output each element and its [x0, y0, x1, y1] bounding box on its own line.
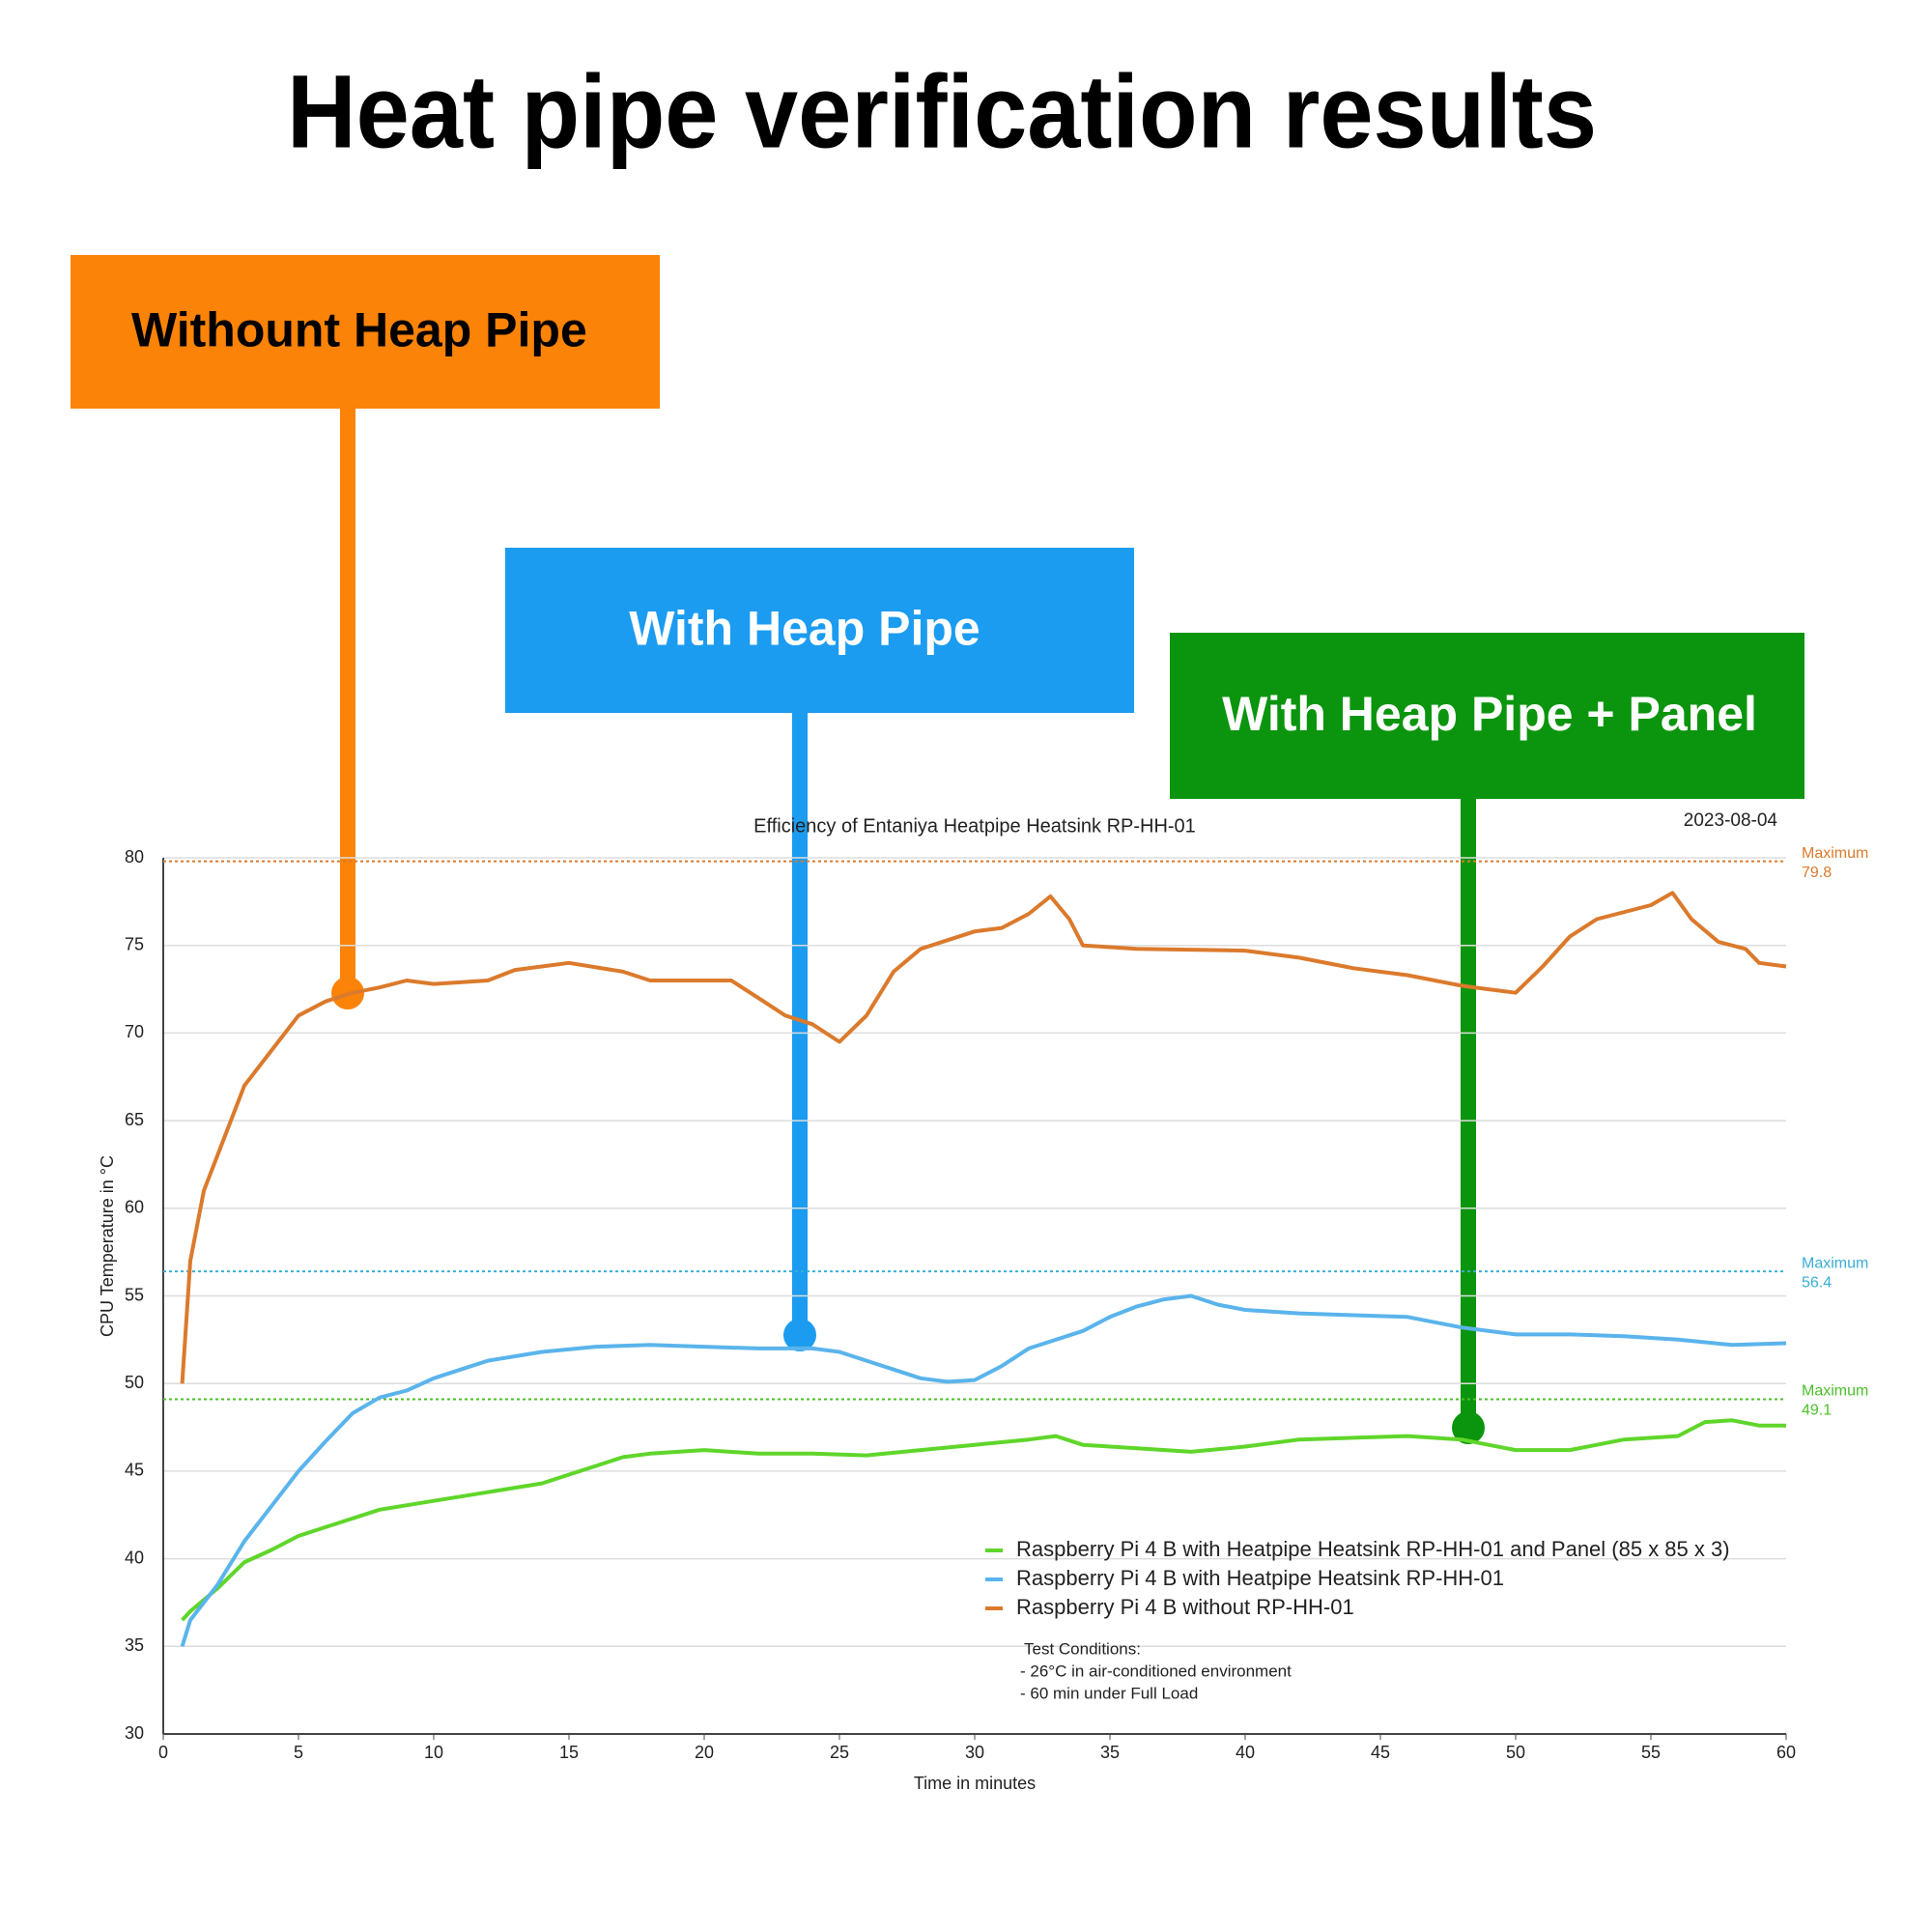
x-tick-label: 25	[830, 1743, 849, 1762]
callout-label: With Heap Pipe + Panel	[1222, 687, 1757, 741]
max-label: Maximum	[1802, 1383, 1868, 1400]
x-axis-label: Time in minutes	[914, 1774, 1036, 1793]
x-tick-label: 55	[1641, 1743, 1661, 1762]
note: - 26°C in air-conditioned environment	[1020, 1662, 1292, 1680]
legend-label: Raspberry Pi 4 B without RP-HH-01	[1016, 1595, 1354, 1619]
callout-dot	[1452, 1411, 1485, 1444]
max-label: Maximum	[1802, 845, 1868, 862]
y-tick-label: 55	[125, 1285, 144, 1304]
x-tick-label: 10	[424, 1743, 443, 1762]
y-tick-label: 45	[125, 1461, 144, 1480]
note: - 60 min under Full Load	[1020, 1684, 1198, 1702]
y-tick-label: 30	[125, 1723, 144, 1743]
x-tick-label: 30	[965, 1743, 984, 1762]
x-tick-label: 40	[1236, 1743, 1255, 1762]
series-line	[180, 1293, 1787, 1647]
max-value: 56.4	[1802, 1274, 1832, 1291]
page-title: Heat pipe verification results	[287, 53, 1597, 170]
x-tick-label: 60	[1776, 1743, 1796, 1762]
x-tick-label: 20	[695, 1743, 714, 1762]
y-tick-label: 65	[125, 1110, 144, 1129]
max-value: 49.1	[1802, 1403, 1832, 1419]
y-tick-label: 35	[125, 1635, 144, 1655]
y-axis-label: CPU Temperature in °C	[98, 1155, 117, 1337]
series-line	[180, 891, 1787, 1384]
y-tick-label: 70	[125, 1022, 144, 1041]
max-label: Maximum	[1802, 1255, 1868, 1271]
max-value: 79.8	[1802, 865, 1832, 881]
y-tick-label: 75	[125, 934, 144, 953]
callout-dot	[783, 1319, 816, 1351]
y-tick-label: 60	[125, 1198, 144, 1217]
chart-title: Efficiency of Entaniya Heatpipe Heatsink…	[753, 815, 1196, 837]
callout-box	[505, 548, 1134, 713]
y-tick-label: 80	[125, 847, 144, 867]
callout-box	[1170, 633, 1804, 799]
x-tick-label: 5	[294, 1743, 303, 1762]
x-tick-label: 15	[559, 1743, 579, 1762]
y-tick-label: 50	[125, 1373, 144, 1392]
callout-label: Withount Heap Pipe	[131, 303, 587, 357]
x-tick-label: 35	[1100, 1743, 1120, 1762]
callout-label: With Heap Pipe	[629, 602, 980, 656]
x-tick-label: 50	[1506, 1743, 1525, 1762]
x-tick-label: 45	[1371, 1743, 1390, 1762]
note: Test Conditions:	[1024, 1639, 1141, 1658]
legend-label: Raspberry Pi 4 B with Heatpipe Heatsink …	[1016, 1537, 1730, 1561]
legend-label: Raspberry Pi 4 B with Heatpipe Heatsink …	[1016, 1566, 1504, 1590]
x-tick-label: 0	[158, 1743, 168, 1762]
callout-box	[71, 255, 660, 409]
callouts: Withount Heap Pipe With Heap Pipe With Hea…	[71, 255, 1804, 1444]
chart-date: 2023-08-04	[1684, 810, 1778, 831]
y-tick-label: 40	[125, 1548, 144, 1567]
series-line	[181, 1418, 1786, 1622]
